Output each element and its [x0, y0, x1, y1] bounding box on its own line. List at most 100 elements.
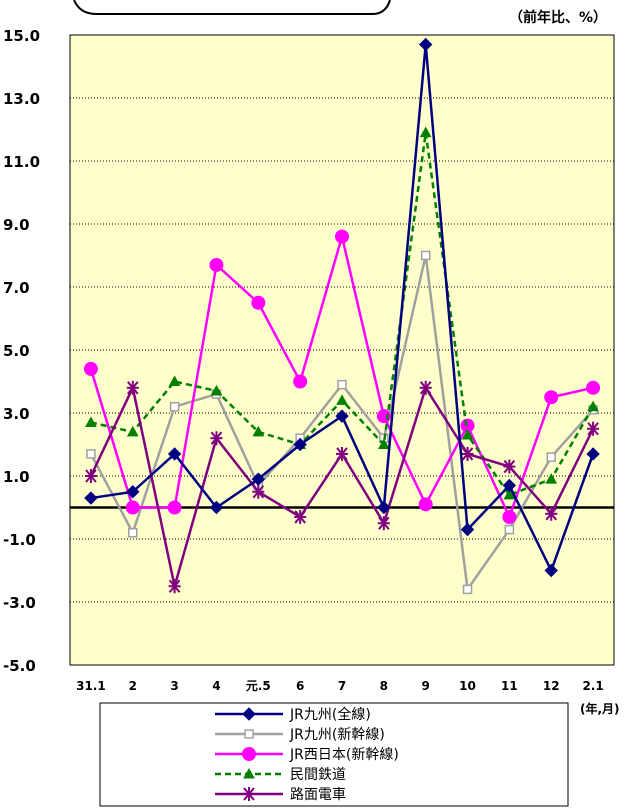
- data-point: [293, 437, 307, 452]
- data-point: [545, 506, 558, 521]
- legend-box: [99, 702, 569, 807]
- data-point: [504, 524, 515, 535]
- y-tick-label: 7.0: [3, 279, 30, 297]
- data-point: [168, 375, 181, 386]
- x-unit-label: (年,月): [580, 701, 620, 716]
- data-point: [252, 425, 265, 437]
- x-tick-label: 2: [129, 679, 137, 693]
- data-point: [418, 497, 433, 512]
- data-point: [587, 421, 600, 436]
- data-point: [209, 500, 224, 515]
- data-point: [168, 579, 181, 594]
- data-point: [293, 374, 308, 389]
- data-point: [460, 522, 475, 537]
- x-tick-label: 元.5: [246, 679, 271, 693]
- x-tick-label: 12: [543, 679, 560, 693]
- data-point: [377, 516, 390, 531]
- data-point: [377, 438, 390, 449]
- x-tick-label: 8: [380, 679, 388, 693]
- data-point: [419, 126, 432, 138]
- data-point: [126, 425, 139, 437]
- y-tick-label: 11.0: [3, 153, 40, 171]
- data-point: [377, 500, 391, 515]
- data-point: [128, 527, 138, 538]
- data-point: [502, 478, 517, 493]
- unit-label: （前年比、%）: [509, 9, 607, 26]
- data-point: [544, 390, 559, 405]
- data-point: [462, 584, 473, 595]
- data-point: [83, 361, 98, 376]
- x-tick-label: 3: [170, 679, 178, 693]
- legend-marker: [244, 729, 254, 739]
- legend-label: JR九州(新幹線): [289, 726, 385, 743]
- x-tick-label: 2.1: [582, 679, 603, 693]
- data-point: [84, 491, 98, 505]
- y-tick-label: 15.0: [3, 27, 40, 45]
- data-point: [336, 394, 348, 405]
- x-tick-label: 6: [296, 679, 304, 693]
- data-point: [167, 447, 182, 461]
- y-tick-label: 5.0: [3, 342, 30, 360]
- data-point: [586, 447, 600, 461]
- data-point: [546, 452, 556, 462]
- data-point: [503, 459, 516, 474]
- data-point: [294, 509, 307, 524]
- data-point: [503, 488, 516, 500]
- y-tick-label: 1.0: [3, 468, 30, 486]
- data-point: [420, 250, 431, 261]
- y-tick-label: -5.0: [3, 657, 36, 675]
- data-point: [210, 384, 223, 396]
- data-point: [209, 257, 224, 272]
- data-point: [85, 416, 97, 427]
- series-3: [83, 229, 601, 524]
- data-point: [335, 229, 349, 244]
- legend-marker: [243, 767, 255, 779]
- data-point: [336, 446, 348, 461]
- data-point: [210, 431, 223, 446]
- legend-label: JR九州(全線): [289, 706, 371, 723]
- legend-label: 路面電車: [290, 786, 346, 803]
- data-point: [86, 449, 96, 459]
- y-axis: 15.0 13.0 11.0 9.0 7.0 5.0 3.0 1.0 -1.0 -3.0 -5.0: [3, 27, 40, 675]
- legend-marker: [243, 787, 255, 801]
- series-4: [85, 126, 599, 500]
- data-point: [587, 400, 599, 412]
- series-1: [84, 37, 600, 578]
- data-point: [126, 485, 140, 499]
- x-tick-label: 31.1: [76, 679, 106, 693]
- legend-marker: [242, 747, 256, 761]
- x-tick-label: 4: [212, 679, 220, 693]
- x-tick-label: 10: [459, 679, 476, 693]
- title-box-fragment: [73, 0, 391, 15]
- legend-label: 民間鉄道: [290, 767, 346, 783]
- data-point: [252, 484, 265, 499]
- data-point: [461, 446, 474, 461]
- data-point: [545, 473, 558, 484]
- x-tick-label: 7: [338, 679, 346, 693]
- data-point: [84, 469, 97, 483]
- data-point: [251, 472, 266, 486]
- data-point: [251, 295, 266, 310]
- data-point: [419, 380, 432, 395]
- x-tick-label: 9: [422, 679, 430, 693]
- data-point: [418, 37, 433, 52]
- y-tick-label: 3.0: [3, 405, 30, 423]
- y-tick-label: 13.0: [3, 90, 40, 108]
- x-axis: 31.1 2 3 4 元.5 6 7 8 9 10 11 12 2.1: [76, 679, 604, 693]
- y-tick-label: -3.0: [3, 594, 36, 612]
- data-point: [544, 563, 558, 578]
- data-point: [461, 429, 474, 440]
- data-point: [586, 380, 601, 395]
- y-tick-label: -1.0: [3, 531, 36, 549]
- x-tick-label: 11: [501, 679, 518, 693]
- data-point: [335, 409, 349, 423]
- data-point: [125, 500, 140, 515]
- y-tick-label: 9.0: [3, 216, 30, 234]
- data-point: [126, 380, 139, 395]
- series: [83, 37, 601, 595]
- data-point: [337, 379, 347, 390]
- data-point: [169, 401, 180, 412]
- data-point: [167, 500, 182, 515]
